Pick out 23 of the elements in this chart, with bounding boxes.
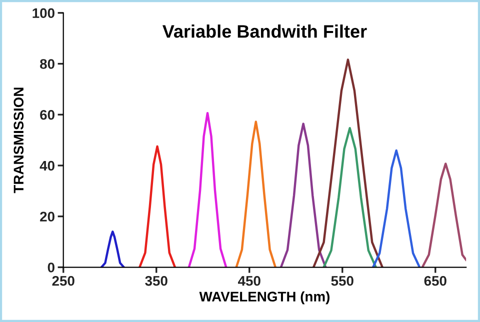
line-series — [312, 58, 384, 268]
y-tick-label: 100 — [32, 8, 54, 18]
y-tick-label: 60 — [40, 110, 54, 120]
x-axis-title: WAVELENGTH (nm) — [199, 291, 330, 304]
line-series — [280, 122, 327, 268]
line-series — [421, 162, 466, 268]
y-tick-label: 20 — [40, 212, 54, 222]
x-tick-label: 450 — [238, 276, 260, 286]
x-tick-label: 650 — [424, 276, 446, 286]
y-tick-label: 40 — [40, 160, 54, 171]
line-series — [138, 145, 176, 268]
y-tick-label: 0 — [48, 262, 54, 272]
x-tick-label: 250 — [52, 276, 74, 286]
line-series — [235, 120, 277, 268]
y-tick-label: 80 — [40, 59, 54, 69]
text: Variable Bandwith Filter — [162, 24, 367, 38]
line-series — [322, 127, 377, 268]
line-series — [372, 149, 421, 268]
line-series — [188, 112, 228, 268]
x-tick-label: 350 — [145, 276, 168, 286]
x-tick-label: 550 — [331, 276, 354, 286]
y-axis-title: TRANSMISSION — [14, 88, 24, 194]
line-series — [100, 230, 125, 268]
